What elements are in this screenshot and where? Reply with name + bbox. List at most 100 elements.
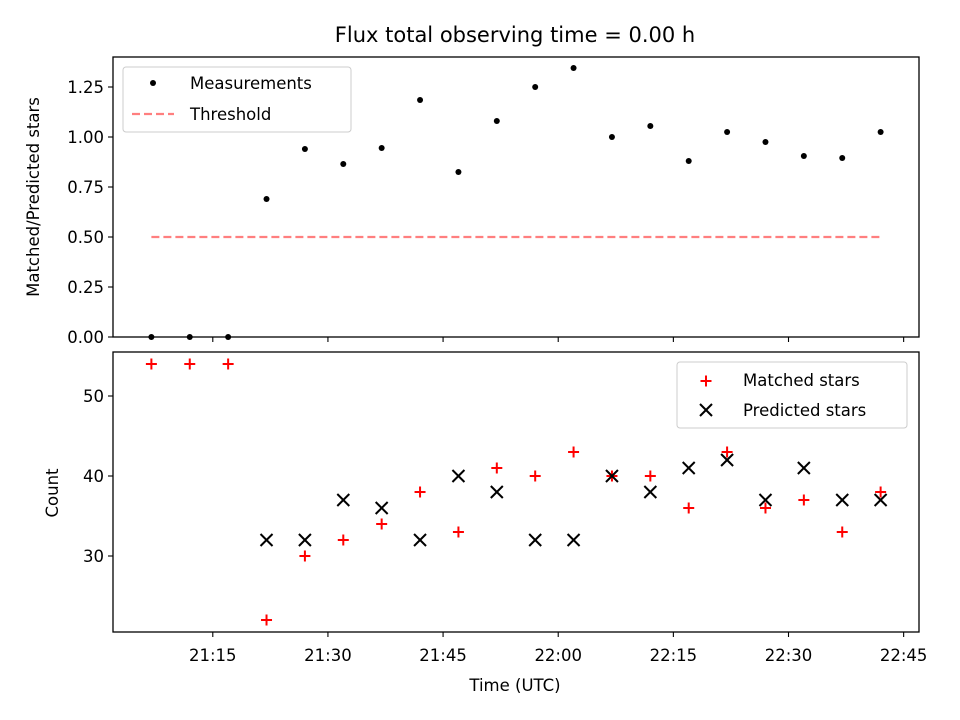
bottom-xtick-label: 21:30 — [304, 646, 352, 665]
measurement-point — [762, 139, 769, 145]
predicted-star-marker — [490, 485, 504, 499]
legend-predicted-label: Predicted stars — [743, 401, 866, 420]
bottom-xtick-label: 22:45 — [880, 646, 928, 665]
matched-star-marker — [222, 358, 234, 370]
matched-star-marker — [452, 526, 464, 538]
predicted-star-marker — [374, 501, 389, 515]
chart-title: Flux total observing time = 0.00 h — [335, 23, 695, 47]
predicted-star-marker — [336, 493, 350, 507]
bottom-xtick-label: 21:15 — [189, 646, 237, 665]
top-legend: Measurements Threshold — [122, 66, 352, 133]
measurement-point — [608, 134, 615, 140]
measurement-point — [340, 161, 347, 167]
matched-star-marker — [491, 462, 503, 474]
predicted-star-stroke-b — [873, 493, 888, 507]
matched-star-marker — [414, 486, 426, 498]
predicted-star-stroke-b — [490, 485, 504, 499]
predicted-star-stroke-b — [720, 453, 734, 467]
top-ytick-label: 1.00 — [67, 128, 104, 147]
legend-predicted-stroke-b — [699, 403, 713, 417]
predicted-star-stroke-b — [643, 485, 658, 499]
matched-star-marker — [759, 502, 771, 514]
top-legend-box — [122, 66, 352, 133]
predicted-star-marker — [605, 469, 619, 483]
top-ytick-label: 0.50 — [67, 228, 104, 247]
bottom-ylabel: Count — [43, 468, 62, 518]
predicted-star-marker — [566, 533, 581, 547]
measurement-point — [724, 129, 731, 135]
predicted-star-marker — [682, 461, 696, 475]
bottom-xtick-label: 21:45 — [419, 646, 467, 665]
predicted-star-marker — [873, 493, 888, 507]
bottom-xtick-label: 22:30 — [765, 646, 813, 665]
bottom-panel: 30 40 50 21:15 21:30 21:45 22:00 22:15 22:30 22:4… — [83, 351, 928, 665]
matched-star-marker — [836, 526, 848, 538]
measurement-point — [455, 169, 462, 175]
predicted-star-marker — [720, 453, 734, 467]
measurement-point — [877, 129, 884, 135]
predicted-star-marker — [298, 533, 312, 547]
legend-threshold-label: Threshold — [189, 105, 271, 124]
top-ylabel: Matched/Predicted stars — [24, 97, 43, 297]
predicted-star-stroke-b — [528, 533, 542, 547]
predicted-star-stroke-b — [797, 461, 811, 475]
top-ytick-label: 1.25 — [67, 78, 104, 97]
legend-measurement-marker — [150, 80, 156, 86]
predicted-star-marker — [259, 533, 274, 547]
matched-star-marker — [376, 518, 388, 530]
predicted-star-stroke-b — [835, 493, 849, 507]
predicted-star-marker — [797, 461, 811, 475]
matched-star-marker — [184, 358, 196, 370]
matched-star-marker — [798, 494, 810, 506]
bottom-legend: Matched stars Predicted stars — [676, 361, 908, 429]
measurement-point — [647, 123, 654, 129]
matched-star-marker — [261, 614, 273, 626]
predicted-star-stroke-b — [336, 493, 350, 507]
top-ytick-label: 0.00 — [67, 328, 104, 347]
top-ytick-label: 0.75 — [67, 178, 104, 197]
predicted-star-stroke-b — [298, 533, 312, 547]
measurement-point — [839, 155, 846, 161]
legend-matched-label: Matched stars — [743, 371, 860, 390]
measurement-point — [417, 97, 424, 103]
x-axis-label: Time (UTC) — [468, 676, 560, 695]
bottom-ytick-label: 40 — [83, 467, 104, 486]
matched-star-marker — [644, 470, 656, 482]
measurement-point — [685, 158, 692, 164]
legend-measurements-label: Measurements — [190, 74, 312, 93]
predicted-star-stroke-b — [758, 493, 773, 507]
predicted-star-marker — [643, 485, 658, 499]
predicted-star-marker — [758, 493, 773, 507]
bottom-xtick-label: 22:00 — [534, 646, 582, 665]
top-ytick-label: 0.25 — [67, 278, 104, 297]
measurement-point — [263, 196, 270, 202]
predicted-star-stroke-b — [259, 533, 274, 547]
measurement-point — [378, 145, 385, 151]
matched-star-marker — [299, 550, 311, 562]
predicted-star-stroke-b — [682, 461, 696, 475]
predicted-star-marker — [835, 493, 849, 507]
bottom-ytick-label: 50 — [83, 387, 104, 406]
measurement-point — [493, 118, 500, 124]
matched-star-marker — [145, 358, 157, 370]
bottom-axes-frame — [112, 351, 920, 633]
bottom-legend-box — [676, 361, 908, 429]
predicted-star-stroke-b — [605, 469, 619, 483]
bottom-ytick-label: 30 — [83, 547, 104, 566]
matched-star-marker — [568, 446, 580, 458]
measurement-point — [570, 65, 577, 71]
matched-star-marker — [337, 534, 349, 546]
measurement-point — [532, 84, 539, 90]
top-axes-frame — [112, 56, 920, 338]
matched-star-marker — [683, 502, 695, 514]
top-panel: 0.00 0.25 0.50 0.75 1.00 1.25 Measurements Thre… — [67, 56, 920, 347]
bottom-xtick-label: 22:15 — [650, 646, 698, 665]
predicted-star-stroke-b — [374, 501, 389, 515]
matched-star-marker — [721, 446, 733, 458]
measurement-point — [301, 146, 308, 152]
predicted-star-marker — [413, 533, 427, 547]
predicted-star-stroke-b — [413, 533, 427, 547]
measurement-point — [800, 153, 807, 159]
matched-star-marker — [875, 486, 887, 498]
